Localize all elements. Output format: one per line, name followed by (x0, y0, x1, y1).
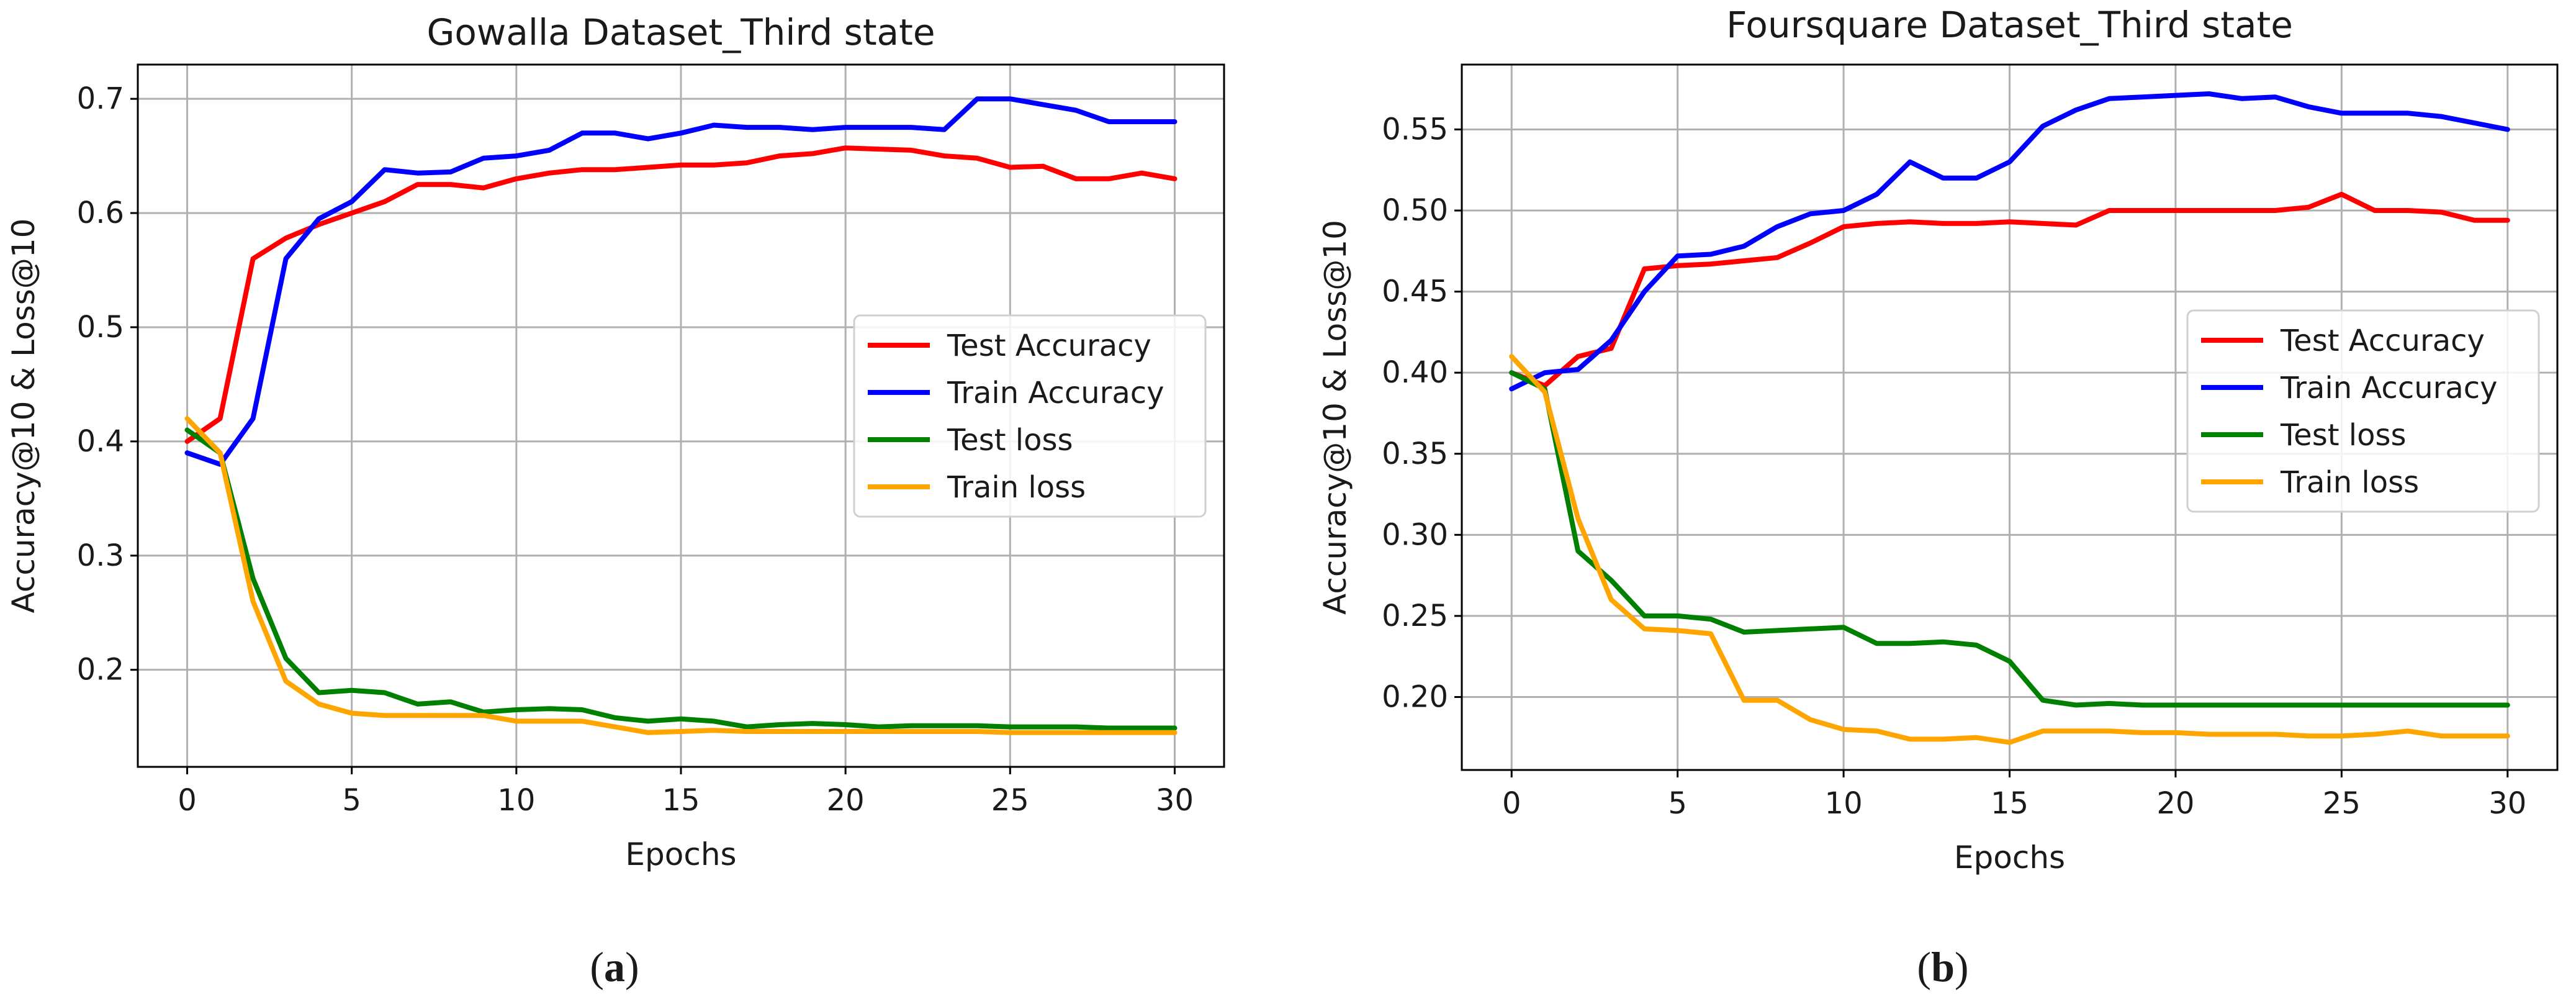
series-line-test-loss (184, 427, 1178, 731)
panel-caption: (a) (590, 943, 639, 990)
x-tick-label: 15 (662, 783, 700, 818)
x-tick-label: 30 (2488, 786, 2526, 821)
x-tick-label: 20 (2156, 786, 2194, 821)
x-tick-label: 10 (1825, 786, 1863, 821)
legend-label: Test loss (2280, 418, 2407, 453)
legend-label: Train loss (2280, 465, 2419, 500)
plot-frame (137, 63, 1225, 768)
x-tick-label: 5 (342, 783, 361, 818)
x-tick-label: 30 (1156, 783, 1194, 818)
x-tick-label: 20 (827, 783, 865, 818)
legend-label: Test loss (947, 423, 1073, 458)
series-line-test-loss (1509, 370, 2510, 708)
y-tick-label: 0.2 (77, 653, 124, 687)
y-tick-label: 0.5 (77, 310, 124, 345)
series-line-train-accuracy (184, 96, 1178, 467)
legend-label: Train loss (947, 470, 1086, 505)
x-tick-label: 0 (178, 783, 197, 818)
x-tick-label: 10 (497, 783, 535, 818)
legend-box (2186, 309, 2540, 513)
x-tick-label: 0 (1502, 786, 1521, 821)
y-axis-label: Accuracy@10 & Loss@10 (1317, 220, 1353, 615)
y-tick-label: 0.4 (77, 424, 124, 459)
y-tick-label: 0.25 (1382, 599, 1448, 633)
panel-caption: (b) (1917, 943, 1968, 990)
panel-caption-letter: b (1931, 943, 1955, 990)
legend-label: Test Accuracy (947, 328, 1151, 363)
y-tick-label: 0.7 (77, 81, 124, 116)
y-tick-label: 0.35 (1382, 437, 1448, 471)
plot-frame (1461, 63, 2559, 771)
legend-label: Train Accuracy (2280, 371, 2498, 405)
y-axis-label: Accuracy@10 & Loss@10 (6, 219, 42, 613)
legend-box (853, 314, 1207, 518)
y-tick-label: 0.6 (77, 196, 124, 230)
series-line-train-loss (1509, 354, 2510, 745)
chart-panel-gowalla: 0 5 10 15 20 25 30 0.2 0.3 0.4 0.5 0.6 0.7 Test Accur… (6, 11, 1225, 990)
x-axis-label: Epochs (1954, 840, 2065, 876)
y-tick-label: 0.30 (1382, 517, 1448, 552)
panel-caption-letter: a (604, 943, 625, 990)
x-tick-label: 5 (1668, 786, 1687, 821)
series-line-train-loss (184, 416, 1178, 735)
series-line-test-accuracy (184, 145, 1178, 444)
y-tick-label: 0.40 (1382, 355, 1448, 390)
x-tick-label: 15 (1991, 786, 2029, 821)
x-tick-label: 25 (991, 783, 1029, 818)
x-axis-label: Epochs (625, 836, 736, 872)
chart-title: Gowalla Dataset_Third state (426, 11, 935, 53)
y-tick-label: 0.45 (1382, 274, 1448, 309)
legend-label: Test Accuracy (2280, 324, 2485, 358)
y-tick-label: 0.20 (1382, 679, 1448, 714)
y-tick-label: 0.3 (77, 538, 124, 573)
chart-panel-foursquare: 0 5 10 15 20 25 30 0.20 0.25 0.30 0.35 0.40 0.45 0.50… (1317, 4, 2559, 990)
series-line-test-accuracy (1509, 191, 2510, 389)
legend-label: Train Accuracy (947, 376, 1164, 410)
y-tick-label: 0.55 (1382, 112, 1448, 147)
x-tick-label: 25 (2323, 786, 2361, 821)
series-line-train-accuracy (1509, 91, 2510, 392)
y-tick-label: 0.50 (1382, 193, 1448, 228)
chart-title: Foursquare Dataset_Third state (1726, 4, 2293, 46)
